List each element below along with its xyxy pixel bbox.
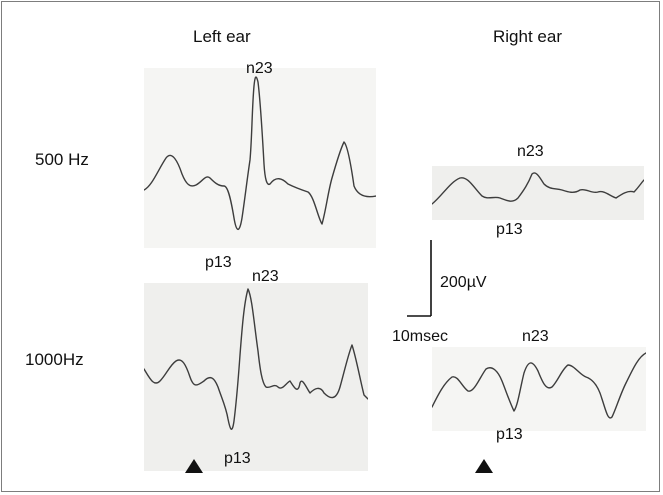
waveform-left-1000hz: [144, 288, 368, 430]
peak-label-right-500-p13: p13: [496, 221, 523, 238]
waveform-right-1000hz: [432, 352, 646, 419]
trace-right-500hz: [432, 166, 644, 220]
peak-label-left-1000-n23: n23: [252, 268, 279, 285]
peak-label-left-500-n23: n23: [246, 60, 273, 77]
column-label-right-ear: Right ear: [493, 27, 562, 46]
trace-left-500hz: [144, 68, 376, 248]
waveform-left-500hz: [144, 76, 376, 230]
trace-right-1000hz-panel: [432, 347, 646, 431]
scale-time-label: 10msec: [392, 328, 449, 345]
peak-label-right-1000-p13: p13: [496, 426, 523, 443]
triangle-up-icon: [185, 459, 203, 473]
trace-right-1000hz: [432, 347, 646, 431]
trace-background: [432, 347, 646, 431]
scale-amplitude-label: 200µV: [440, 274, 487, 291]
trace-left-1000hz: [144, 283, 368, 471]
peak-label-right-500-n23: n23: [517, 143, 544, 160]
scale-bar: [407, 240, 432, 317]
row-label-500hz: 500 Hz: [35, 150, 89, 169]
trace-right-500hz-panel: [432, 166, 644, 220]
row-label-1000hz: 1000Hz: [25, 350, 84, 369]
peak-label-right-1000-n23: n23: [522, 328, 549, 345]
trace-background: [432, 166, 644, 220]
waveform-right-500hz: [432, 172, 644, 205]
peak-label-left-500-p13: p13: [205, 254, 232, 271]
trace-left-500hz-panel: [144, 68, 376, 248]
column-label-left-ear: Left ear: [193, 27, 251, 46]
trace-left-1000hz-panel: [144, 283, 368, 471]
peak-label-left-1000-p13: p13: [224, 450, 251, 467]
triangle-up-icon: [475, 459, 493, 473]
trace-background: [144, 283, 368, 471]
